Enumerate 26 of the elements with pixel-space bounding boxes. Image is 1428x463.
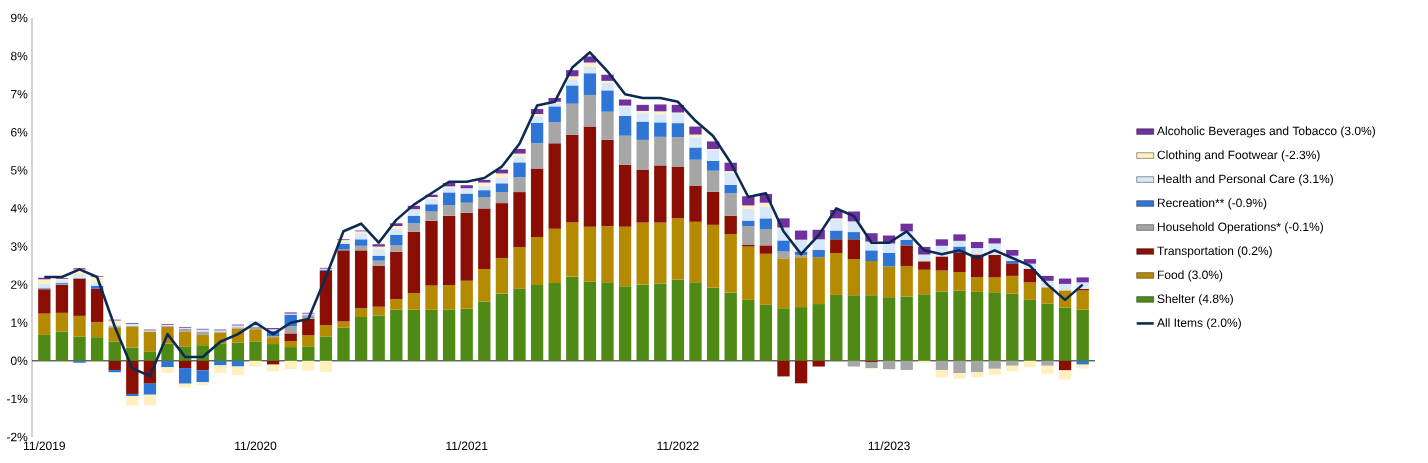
y-tick-label: 2% xyxy=(11,280,28,289)
legend-label: Alcoholic Beverages and Tobacco (3.0%) xyxy=(1157,126,1375,138)
y-tick-label: 9% xyxy=(11,13,28,23)
legend-label: Clothing and Footwear (-2.3%) xyxy=(1157,150,1320,162)
legend-label: Transportation (0.2%) xyxy=(1157,246,1272,258)
y-tick-label: -2% xyxy=(6,432,28,442)
y-tick-label: 8% xyxy=(10,51,28,61)
legend-label: All Items (2.0%) xyxy=(1157,318,1241,330)
legend-label: Health and Personal Care (3.1%) xyxy=(1157,174,1333,186)
x-tick-label: 11/2021 xyxy=(446,441,488,451)
x-tick-label: 11/2020 xyxy=(235,441,277,451)
legend-label: Recreation** (-0.9%) xyxy=(1157,198,1267,210)
legend-label: Food (3.0%) xyxy=(1157,270,1223,282)
y-tick-label: -1% xyxy=(6,394,28,404)
x-tick-label: 11/2023 xyxy=(868,441,910,451)
y-tick-label: 0% xyxy=(10,356,28,366)
x-tick-label: 11/2022 xyxy=(657,441,699,451)
legend-label: Shelter (4.8%) xyxy=(1157,294,1233,306)
y-tick-label: 6% xyxy=(11,128,28,137)
y-tick-label: 1% xyxy=(11,318,28,327)
legend-label: Household Operations* (-0.1%) xyxy=(1157,222,1323,234)
y-tick-label: 3% xyxy=(10,242,28,251)
y-tick-label: 4% xyxy=(10,204,28,213)
y-tick-label: 7% xyxy=(11,89,28,99)
x-tick-label: 11/2019 xyxy=(24,441,65,451)
y-tick-label: 5% xyxy=(10,166,28,175)
